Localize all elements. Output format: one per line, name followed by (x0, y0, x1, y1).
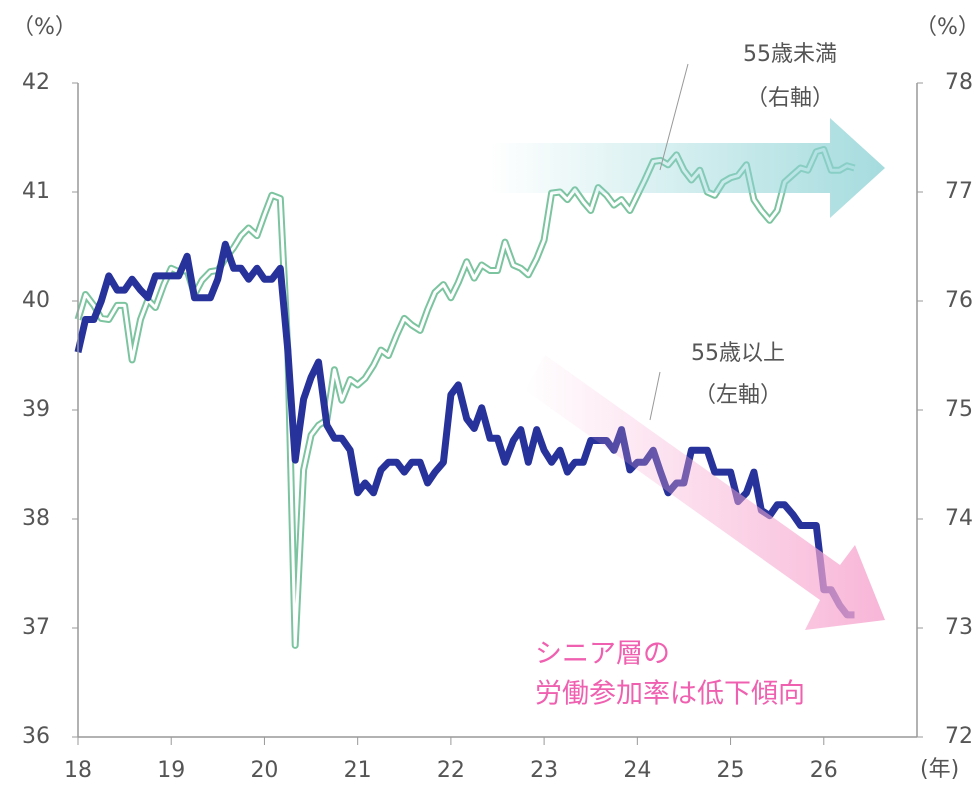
y2-tick-label: 77 (945, 179, 973, 204)
y2-tick-label: 75 (945, 397, 973, 422)
y-tick-label: 40 (22, 288, 50, 313)
x-tick-label: 23 (530, 758, 558, 783)
y2-tick-label: 76 (945, 288, 973, 313)
x-tick-label: 22 (437, 758, 465, 783)
y-tick-label: 42 (22, 70, 50, 95)
y-tick-label: 36 (22, 724, 50, 749)
annotation: 55歳以上 (691, 341, 785, 366)
x-unit: (年) (920, 757, 959, 782)
annotation: 労働参加率は低下傾向 (535, 679, 805, 710)
annotation: 55歳未満 (743, 42, 837, 67)
y2-tick-label: 74 (945, 506, 973, 531)
series-line (74, 240, 855, 619)
y2-tick-label: 73 (945, 615, 973, 640)
y-unit: （%） (12, 15, 77, 40)
x-tick-label: 20 (250, 758, 278, 783)
x-tick-label: 19 (157, 758, 185, 783)
trend-arrow (525, 355, 885, 630)
annotation: （右軸） (746, 86, 834, 111)
y-tick-label: 41 (22, 179, 50, 204)
y2-tick-label: 78 (945, 70, 973, 95)
y-tick-label: 37 (22, 615, 50, 640)
x-tick-label: 18 (64, 758, 92, 783)
annotation: （左軸） (694, 383, 782, 408)
trend-arrow (490, 118, 885, 218)
annotation: シニア層の (535, 639, 670, 670)
y-tick-label: 39 (22, 397, 50, 422)
leader (649, 371, 661, 421)
x-tick-label: 24 (623, 758, 651, 783)
x-tick-label: 25 (717, 758, 745, 783)
y2-tick-label: 72 (945, 724, 973, 749)
x-tick-label: 26 (810, 758, 838, 783)
y2-unit: （%） (915, 15, 980, 40)
leader (659, 63, 689, 171)
x-tick-label: 21 (344, 758, 372, 783)
y-tick-label: 38 (22, 506, 50, 531)
